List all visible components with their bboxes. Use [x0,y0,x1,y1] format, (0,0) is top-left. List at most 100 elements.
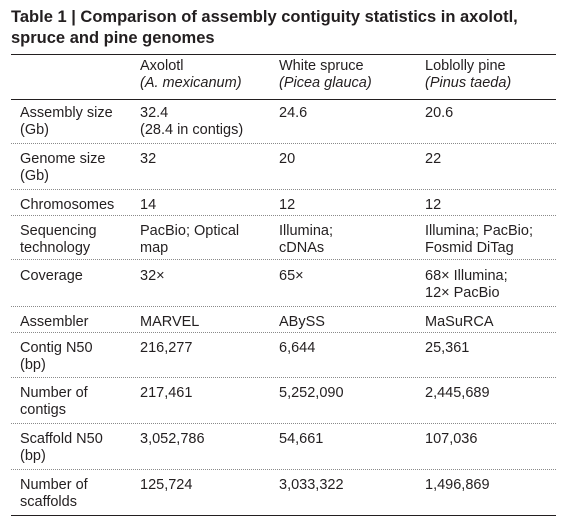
row-divider [11,215,556,216]
row-label-line: (bp) [20,448,46,464]
table-cell: 32.4 (28.4 in contigs) [140,105,274,139]
row-label-line: (Gb) [20,168,49,184]
table-cell: 3,052,786 [140,431,274,448]
row-label: Chromosomes [20,197,138,214]
row-label: Number of scaffolds [20,477,138,511]
table-cell: 20.6 [425,105,560,122]
table-cell: 25,361 [425,340,560,357]
cell-value: 216,277 [140,340,193,356]
row-label: Genome size (Gb) [20,151,138,185]
row-divider [11,332,556,333]
table-cell: MARVEL [140,314,274,331]
table-cell: 3,033,322 [279,477,419,494]
cell-value: 3,052,786 [140,431,205,447]
table-title: Table 1 | Comparison of assembly contigu… [11,8,518,47]
cell-value: 68× Illumina; [425,268,508,284]
row-divider [11,423,556,424]
column-header-white-spruce: White spruce (Picea glauca) [279,58,372,92]
table-cell: 125,724 [140,477,274,494]
row-label: Coverage [20,268,138,285]
row-label-line: Assembler [20,314,89,330]
cell-value: map [140,240,169,256]
row-label-line: Sequencing [20,223,97,239]
cell-value: 12× PacBio [425,285,500,301]
table-cell: 216,277 [140,340,274,357]
row-label-line: technology [20,240,91,256]
cell-value: Illumina; PacBio; [425,223,533,239]
cell-value: 24.6 [279,105,308,121]
row-divider [11,469,556,470]
table-cell: 2,445,689 [425,385,560,402]
row-label: Assembly size (Gb) [20,105,138,139]
column-header-loblolly-pine: Loblolly pine (Pinus taeda) [425,58,511,92]
cell-value: 54,661 [279,431,324,447]
row-label-line: Assembly size [20,105,113,121]
column-name: White spruce [279,58,364,74]
cell-value: 14 [140,197,157,213]
row-label: Assembler [20,314,138,331]
cell-value: MARVEL [140,314,200,330]
table-cell: PacBio; Optical map [140,223,274,257]
column-species: (A. mexicanum) [140,75,242,91]
column-header-axolotl: Axolotl (A. mexicanum) [140,58,242,92]
table-cell: 68× Illumina; 12× PacBio [425,268,560,302]
row-label: Sequencing technology [20,223,138,257]
cell-value: 32.4 [140,105,169,121]
row-label-line: contigs [20,402,66,418]
row-label-line: Number of [20,385,88,401]
cell-value: 32 [140,151,157,167]
row-divider [11,259,556,260]
cell-value: 22 [425,151,442,167]
cell-value: (28.4 in contigs) [140,122,244,138]
row-label-line: Contig N50 [20,340,93,356]
table-cell: 32 [140,151,274,168]
row-divider [11,377,556,378]
row-label-line: Genome size [20,151,106,167]
cell-value: 217,461 [140,385,193,401]
table-cell: 217,461 [140,385,274,402]
table-cell: 14 [140,197,274,214]
cell-value: 6,644 [279,340,316,356]
table-cell: 32× [140,268,274,285]
cell-value: 125,724 [140,477,193,493]
row-label: Number of contigs [20,385,138,419]
table-cell: 5,252,090 [279,385,419,402]
row-label-line: Chromosomes [20,197,115,213]
cell-value: MaSuRCA [425,314,494,330]
table-cell: 107,036 [425,431,560,448]
column-species: (Pinus taeda) [425,75,512,91]
column-species: (Picea glauca) [279,75,372,91]
cell-value: 5,252,090 [279,385,344,401]
table-cell: 12 [279,197,419,214]
cell-value: Illumina; [279,223,333,239]
table-cell: 20 [279,151,419,168]
cell-value: 107,036 [425,431,478,447]
cell-value: PacBio; Optical [140,223,240,239]
table-cell: MaSuRCA [425,314,560,331]
row-label-line: scaffolds [20,494,77,510]
cell-value: 65× [279,268,304,284]
row-label-line: Coverage [20,268,83,284]
table-cell: 1,496,869 [425,477,560,494]
cell-value: Fosmid DiTag [425,240,514,256]
table-cell: 12 [425,197,560,214]
table-cell: Illumina; cDNAs [279,223,419,257]
table-cell: 65× [279,268,419,285]
table-cell: 22 [425,151,560,168]
cell-value: cDNAs [279,240,325,256]
row-divider [11,143,556,144]
table-cell: 54,661 [279,431,419,448]
row-label-line: Number of [20,477,88,493]
cell-value: 20 [279,151,296,167]
row-label-line: (bp) [20,357,46,373]
cell-value: 1,496,869 [425,477,490,493]
header-rule [11,99,556,100]
cell-value: 20.6 [425,105,454,121]
table-cell: 24.6 [279,105,419,122]
cell-value: 12 [279,197,296,213]
cell-value: 3,033,322 [279,477,344,493]
row-label-line: (Gb) [20,122,49,138]
cell-value: ABySS [279,314,325,330]
column-name: Loblolly pine [425,58,506,74]
cell-value: 32× [140,268,165,284]
